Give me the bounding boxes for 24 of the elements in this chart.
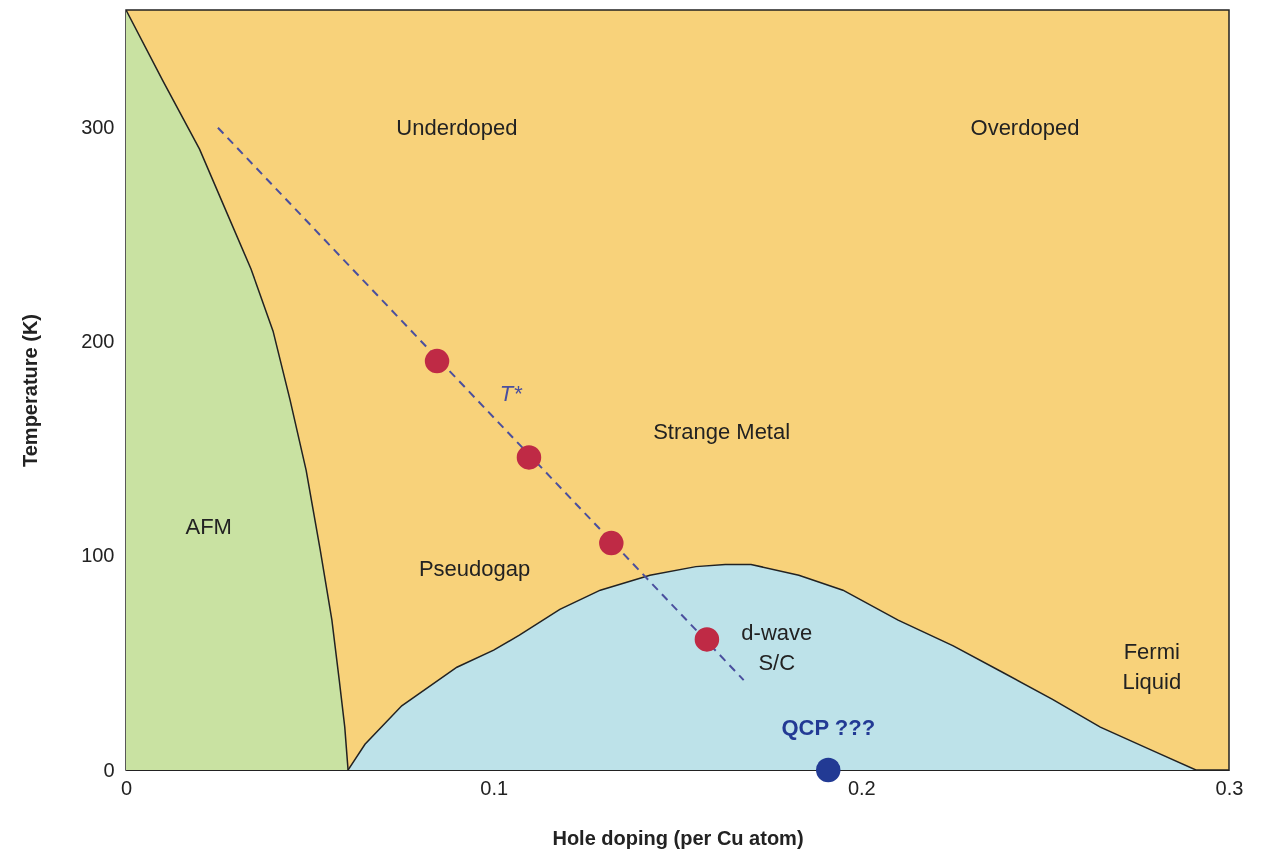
x-tick-label: 0 xyxy=(120,776,133,799)
series-label: T* xyxy=(499,380,524,406)
annotation: d-wave S/C xyxy=(741,620,813,676)
point xyxy=(816,757,841,783)
point xyxy=(424,348,450,374)
annotation: Fermi Liquid xyxy=(1122,639,1182,695)
annotation: Overdoped xyxy=(970,114,1080,140)
x-tick-label: 0.1 xyxy=(480,776,509,799)
x-tick-label: 0.2 xyxy=(847,776,876,799)
y-tick-label: 0 xyxy=(103,758,115,781)
series-label: QCP ??? xyxy=(781,715,876,740)
y-tick-label: 300 xyxy=(81,116,115,139)
x-tick-label: 0.3 xyxy=(1215,776,1244,799)
annotation: Underdoped xyxy=(396,114,518,140)
point xyxy=(694,627,720,652)
y-axis-title: Temperature (K) xyxy=(19,314,42,467)
point xyxy=(599,530,624,556)
y-tick-label: 100 xyxy=(81,544,115,567)
annotation: Pseudogap xyxy=(418,555,531,581)
point xyxy=(516,445,542,470)
x-axis-title: Hole doping (per Cu atom) xyxy=(552,826,804,849)
y-tick-label: 200 xyxy=(81,330,115,353)
annotation: AFM xyxy=(185,513,232,539)
annotation: Strange Metal xyxy=(653,418,791,444)
